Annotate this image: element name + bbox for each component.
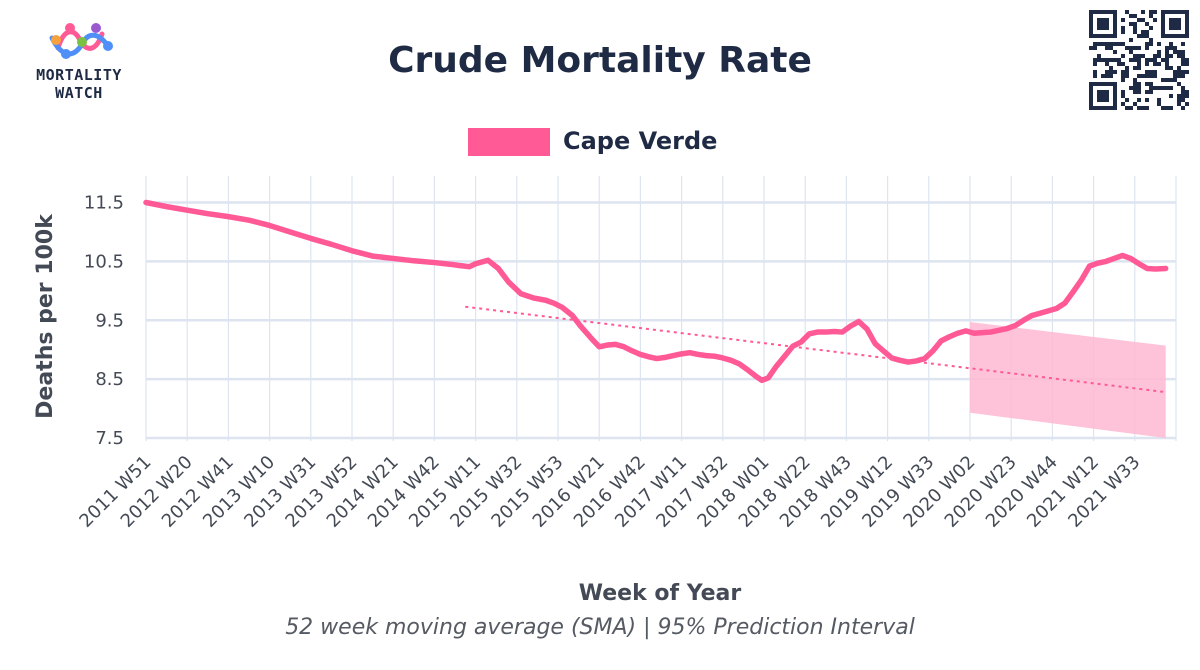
y-tick-label: 10.5 <box>84 251 124 272</box>
y-tick-label: 9.5 <box>95 310 124 331</box>
y-tick-label: 11.5 <box>84 193 124 214</box>
logo-line2: WATCH <box>55 84 103 102</box>
legend-swatch <box>468 128 550 156</box>
legend: Cape Verde <box>468 127 717 156</box>
series-line-cape-verde <box>143 199 1169 384</box>
prediction-interval-band <box>970 322 1166 439</box>
legend-label: Cape Verde <box>563 127 717 155</box>
y-tick-label: 7.5 <box>95 428 124 449</box>
y-axis-title: Deaths per 100k <box>33 213 58 419</box>
logo-text: MORTALITY WATCH <box>16 66 142 102</box>
chart-subtitle: 52 week moving average (SMA) | 95% Predi… <box>285 615 915 640</box>
x-axis-title: Week of Year <box>579 581 742 606</box>
logo-line1: MORTALITY <box>36 66 122 84</box>
series-layer <box>143 199 1169 384</box>
baseline-layer <box>465 305 1166 394</box>
prediction-interval-layer <box>970 322 1166 439</box>
baseline-trend-line <box>465 305 1166 394</box>
logo-icon <box>49 23 113 59</box>
logo: MORTALITY WATCH <box>16 18 146 108</box>
y-axis-ticks: 7.5 8.5 9.5 10.5 11.5 <box>84 193 124 450</box>
qr-code-icon <box>1089 10 1189 110</box>
chart-title: Crude Mortality Rate <box>388 40 812 81</box>
y-tick-label: 8.5 <box>95 369 124 390</box>
